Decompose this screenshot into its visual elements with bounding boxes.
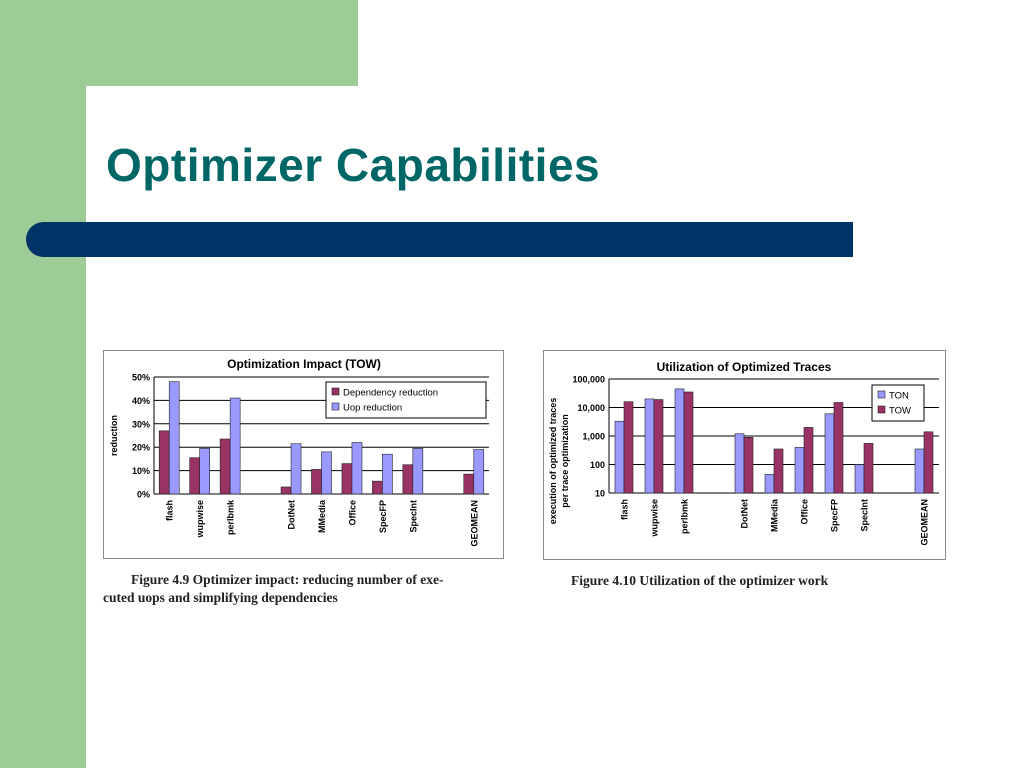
bar [773, 448, 784, 494]
y-axis-label: reduction [109, 415, 119, 456]
title-underline-bar [26, 222, 853, 257]
y-tick-label: 10% [132, 466, 150, 476]
y-tick-label: 1,000 [582, 432, 605, 442]
y-tick-label: 100,000 [572, 375, 605, 385]
legend-entry: Uop reduction [343, 403, 402, 414]
bar [168, 381, 180, 495]
y-tick-label: 10,000 [577, 403, 605, 413]
bar [341, 463, 353, 495]
x-tick-label: perlbmk [226, 499, 236, 535]
y-tick-label: 100 [590, 460, 605, 470]
bar [290, 443, 302, 495]
chart-utilization: Utilization of Optimized Traces 10 100 1,00… [548, 360, 939, 546]
legend-entry: TON [889, 391, 909, 402]
legend-entry: TOW [889, 406, 911, 417]
bar [794, 447, 805, 494]
y-tick-label: 50% [132, 373, 150, 383]
bar [734, 433, 745, 494]
legend-swatch [331, 402, 340, 411]
bar [321, 451, 332, 495]
bar [803, 427, 814, 494]
bar [764, 474, 775, 494]
x-tick-label: MMedia [770, 498, 780, 532]
bar [623, 401, 634, 494]
bar [280, 486, 292, 495]
x-tick-label: DotNet [740, 499, 750, 529]
chart-title: Optimization Impact (TOW) [227, 357, 381, 371]
bar [743, 437, 754, 494]
x-tick-label: Office [347, 500, 357, 526]
x-tick-label: GEOMEAN [469, 500, 479, 547]
bar [402, 464, 414, 495]
legend: Dependency reduction Uop reduction [325, 381, 487, 419]
bar [219, 438, 231, 495]
y-axis-label: execution of optimized traces [548, 398, 558, 525]
legend-swatch [877, 405, 886, 414]
chart-optimization-impact: Optimization Impact (TOW) 0% 10% 20% 30% 40% 5… [109, 357, 489, 547]
side-color-band [0, 0, 86, 768]
x-tick-label: SpecInt [408, 500, 418, 533]
y-tick-label: 30% [132, 419, 150, 429]
x-tick-label: flash [165, 500, 175, 521]
bar [914, 448, 925, 494]
top-color-band [0, 0, 358, 86]
bar [833, 402, 844, 494]
x-tick-label: SpecFP [378, 500, 388, 533]
bar [382, 453, 393, 495]
x-tick-label: MMedia [317, 499, 327, 533]
bar [614, 420, 625, 494]
figure-utilization: Utilization of Optimized Traces 10 100 1,00… [543, 350, 946, 560]
bar [683, 391, 694, 494]
bar [923, 431, 934, 494]
y-tick-label: 40% [132, 396, 150, 406]
bar [674, 388, 685, 494]
caption-line-1: Figure 4.9 Optimizer impact: reducing nu… [131, 572, 444, 587]
bar [229, 397, 241, 495]
y-tick-label: 0% [137, 490, 150, 500]
x-tick-label: DotNet [287, 500, 297, 530]
slide-title: Optimizer Capabilities [106, 139, 601, 191]
bar [463, 473, 475, 495]
legend: TON TOW [871, 384, 925, 422]
x-tick-label: wupwise [650, 499, 660, 538]
bar [351, 442, 363, 495]
x-tick-label: SpecInt [860, 499, 870, 532]
bar [372, 480, 383, 495]
bar [644, 398, 655, 494]
bar [863, 443, 874, 494]
y-tick-label: 10 [595, 489, 605, 499]
legend-box [871, 384, 925, 422]
bar [824, 413, 835, 494]
bar [412, 448, 424, 495]
legend-box [325, 381, 487, 419]
x-tick-label: Office [800, 499, 810, 525]
x-tick-label: flash [620, 499, 630, 520]
y-axis-label: per trace optimization [560, 414, 570, 508]
x-tick-label: SpecFP [830, 499, 840, 532]
bar [311, 469, 322, 495]
chart-title: Utilization of Optimized Traces [657, 360, 832, 374]
x-tick-label: perlbmk [680, 498, 690, 534]
legend-swatch [877, 390, 886, 399]
bar [473, 449, 485, 495]
x-tick-label: wupwise [195, 500, 205, 539]
legend-entry: Dependency reduction [343, 388, 438, 399]
legend-swatch [331, 387, 340, 396]
bar [158, 430, 170, 495]
figure-optimization-impact: Optimization Impact (TOW) 0% 10% 20% 30% 40% 5… [103, 350, 504, 559]
bar [854, 464, 865, 494]
figure-4-10-caption: Figure 4.10 Utilization of the optimizer… [571, 573, 829, 588]
bar [199, 448, 210, 495]
caption-line-2: cuted uops and simplifying dependencies [103, 590, 338, 605]
y-tick-label: 20% [132, 443, 150, 453]
bar [189, 457, 200, 495]
x-tick-label: GEOMEAN [920, 499, 930, 546]
figure-4-9-caption: Figure 4.9 Optimizer impact: reducing nu… [103, 571, 513, 607]
bar [653, 399, 664, 494]
